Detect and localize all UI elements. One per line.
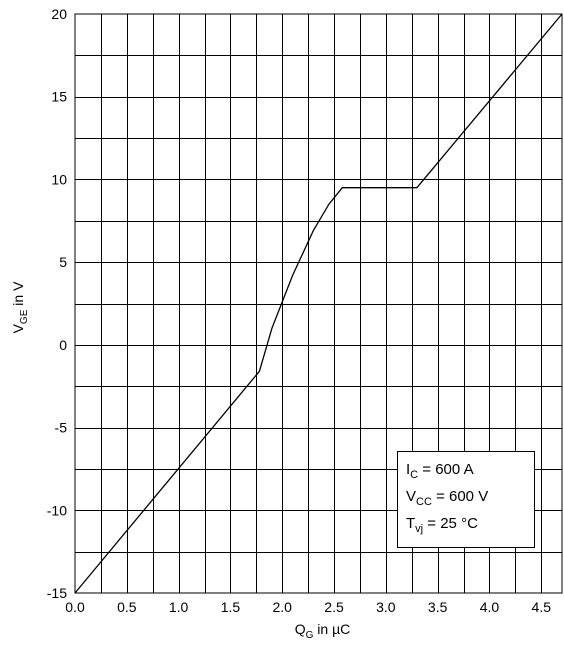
- x-tick-label: 3.0: [376, 599, 396, 615]
- condition-value: = 600 V: [432, 488, 488, 505]
- x-axis-label-sub: G: [306, 630, 314, 641]
- y-tick-label: 20: [51, 6, 67, 22]
- condition-value: = 600 A: [418, 461, 473, 478]
- y-tick-label: 10: [51, 171, 67, 187]
- y-tick-labels: -15 -10 -5 0 5 10 15 20: [47, 6, 67, 601]
- y-tick-label: -5: [55, 420, 68, 436]
- x-tick-label: 4.0: [480, 599, 500, 615]
- x-axis-label: QG in µC: [295, 621, 351, 641]
- condition-box: IC = 600 A VCC = 600 V Tvj = 25 °C: [397, 451, 535, 548]
- y-tick-label: 15: [51, 89, 67, 105]
- x-tick-label: 0.0: [65, 599, 85, 615]
- x-tick-labels: 0.0 0.5 1.0 1.5 2.0 2.5 3.0 3.5 4.0 4.5: [65, 599, 551, 615]
- x-tick-label: 0.5: [117, 599, 137, 615]
- condition-symbol: V: [406, 488, 416, 505]
- condition-symbol: T: [406, 515, 415, 532]
- y-axis-label: VGE in V: [10, 281, 30, 333]
- x-tick-label: 1.5: [221, 599, 241, 615]
- x-tick-label: 3.5: [428, 599, 448, 615]
- x-axis-label-rest: in µC: [313, 621, 350, 637]
- condition-subscript: vj: [415, 523, 423, 535]
- y-tick-label: -10: [47, 502, 67, 518]
- y-axis-label-rest: in V: [10, 281, 26, 310]
- condition-symbol: I: [406, 461, 410, 478]
- x-tick-label: 4.5: [532, 599, 552, 615]
- y-axis-label-sub: GE: [19, 309, 30, 324]
- y-tick-label: 5: [59, 254, 67, 270]
- series-group: [74, 13, 563, 594]
- vge-curve: [74, 13, 563, 594]
- y-axis-label-main: V: [10, 323, 26, 333]
- condition-subscript: CC: [416, 496, 432, 508]
- condition-junction-temperature: Tvj = 25 °C: [406, 515, 478, 535]
- x-axis-label-main: Q: [295, 621, 306, 637]
- y-tick-label: -15: [47, 585, 67, 601]
- condition-subscript: C: [410, 469, 418, 481]
- x-tick-label: 2.0: [272, 599, 292, 615]
- x-tick-label: 1.0: [169, 599, 189, 615]
- x-tick-label: 2.5: [324, 599, 344, 615]
- condition-supply-voltage: VCC = 600 V: [406, 488, 488, 508]
- plot-frame: [74, 13, 563, 594]
- y-tick-label: 0: [59, 337, 67, 353]
- condition-collector-current: IC = 600 A: [406, 461, 474, 481]
- condition-box-frame: [397, 451, 535, 548]
- condition-value: = 25 °C: [423, 515, 478, 532]
